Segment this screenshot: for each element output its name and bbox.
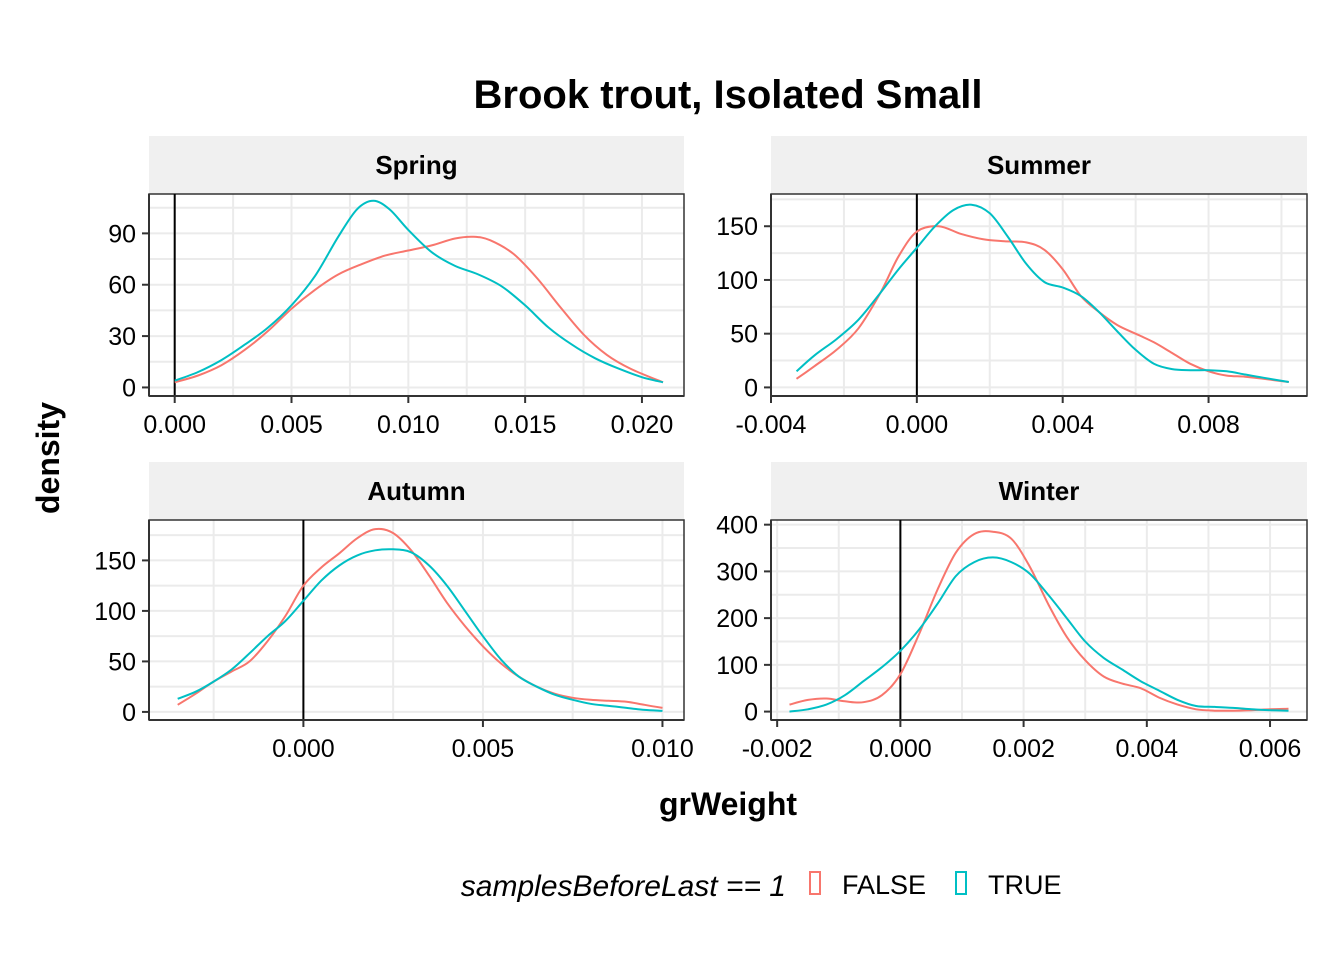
density-curve-spring-true [174, 199, 664, 384]
facet-panels: Spring 0.000 0.005 0.010 0.015 0.020 0 30 60 90 Su… [94, 136, 1308, 763]
y-tick-label-autumn: 0 [122, 699, 136, 727]
y-tick-label-summer: 150 [716, 213, 758, 241]
legend-key-true [955, 871, 967, 895]
panel-spring: Spring 0.000 0.005 0.010 0.015 0.020 0 30 60 90 [108, 136, 685, 439]
x-tick-label-spring: 0.020 [611, 411, 674, 439]
x-tick-label-winter: 0.004 [1116, 735, 1179, 763]
panel-summer: Summer -0.004 0.000 0.004 0.008 0 50 100 150 [716, 136, 1308, 439]
y-axis-title: density [30, 402, 66, 514]
legend-title: samplesBeforeLast == 1 [461, 870, 786, 903]
y-tick-label-autumn: 50 [108, 648, 136, 676]
legend-label-false: FALSE [842, 870, 926, 900]
x-tick-label-winter: 0.000 [869, 735, 932, 763]
strip-autumn [149, 462, 684, 520]
y-tick-label-winter: 0 [744, 699, 758, 727]
y-tick-label-spring: 60 [108, 272, 136, 300]
density-curve-winter-true [789, 556, 1289, 713]
panel-border-summer [770, 193, 1308, 397]
y-tick-label-winter: 300 [716, 558, 758, 586]
y-tick-label-spring: 90 [108, 220, 136, 248]
x-tick-label-summer: -0.004 [736, 411, 807, 439]
strip-label-autumn: Autumn [367, 476, 465, 506]
x-tick-label-spring: 0.005 [260, 411, 323, 439]
x-axis-title: grWeight [659, 786, 797, 822]
panel-autumn: Autumn 0.000 0.005 0.010 0 50 100 150 [94, 462, 694, 763]
strip-label-spring: Spring [375, 150, 457, 180]
strip-winter [771, 462, 1307, 520]
legend-key-false [809, 871, 821, 895]
x-tick-label-spring: 0.010 [377, 411, 440, 439]
panel-border-autumn [148, 519, 685, 721]
chart-title: Brook trout, Isolated Small [474, 73, 983, 117]
y-tick-label-spring: 0 [122, 374, 136, 402]
x-tick-label-summer: 0.004 [1031, 411, 1094, 439]
y-tick-label-winter: 400 [716, 512, 758, 540]
strip-summer [771, 136, 1307, 194]
strip-spring [149, 136, 684, 194]
series-group-summer [795, 203, 1289, 383]
legend: samplesBeforeLast == 1 FALSE TRUE [461, 870, 1062, 903]
density-curve-summer-false [795, 225, 1289, 383]
x-tick-label-spring: 0.000 [143, 411, 206, 439]
gridlines-autumn [149, 520, 684, 720]
panel-border-spring [148, 193, 685, 397]
series-group-winter [789, 530, 1289, 713]
y-tick-label-winter: 200 [716, 605, 758, 633]
y-tick-label-autumn: 150 [94, 547, 136, 575]
x-tick-label-summer: 0.008 [1177, 411, 1240, 439]
x-tick-label-winter: -0.002 [742, 735, 813, 763]
x-tick-label-autumn: 0.000 [272, 735, 335, 763]
density-curve-autumn-false [177, 527, 663, 709]
y-tick-label-spring: 30 [108, 323, 136, 351]
x-tick-label-autumn: 0.010 [631, 735, 694, 763]
strip-label-summer: Summer [987, 150, 1091, 180]
y-tick-label-winter: 100 [716, 652, 758, 680]
x-tick-label-winter: 0.006 [1239, 735, 1302, 763]
density-curve-autumn-true [177, 548, 663, 712]
x-tick-label-autumn: 0.005 [452, 735, 515, 763]
y-tick-label-summer: 100 [716, 267, 758, 295]
x-tick-label-spring: 0.015 [494, 411, 557, 439]
legend-label-true: TRUE [988, 870, 1062, 900]
panel-winter: Winter -0.002 0.000 0.002 0.004 0.006 0 100 200 3… [716, 462, 1308, 763]
gridlines-winter [771, 520, 1307, 720]
series-group-autumn [177, 527, 663, 712]
y-tick-label-summer: 0 [744, 374, 758, 402]
density-curve-winter-false [789, 530, 1289, 712]
gridlines-spring [149, 194, 684, 396]
x-tick-label-winter: 0.002 [992, 735, 1055, 763]
density-curve-summer-true [795, 203, 1289, 383]
series-group-spring [174, 199, 664, 384]
y-tick-label-summer: 50 [730, 321, 758, 349]
density-curve-spring-false [174, 235, 664, 384]
y-tick-label-autumn: 100 [94, 598, 136, 626]
x-tick-label-summer: 0.000 [886, 411, 949, 439]
strip-label-winter: Winter [999, 476, 1080, 506]
